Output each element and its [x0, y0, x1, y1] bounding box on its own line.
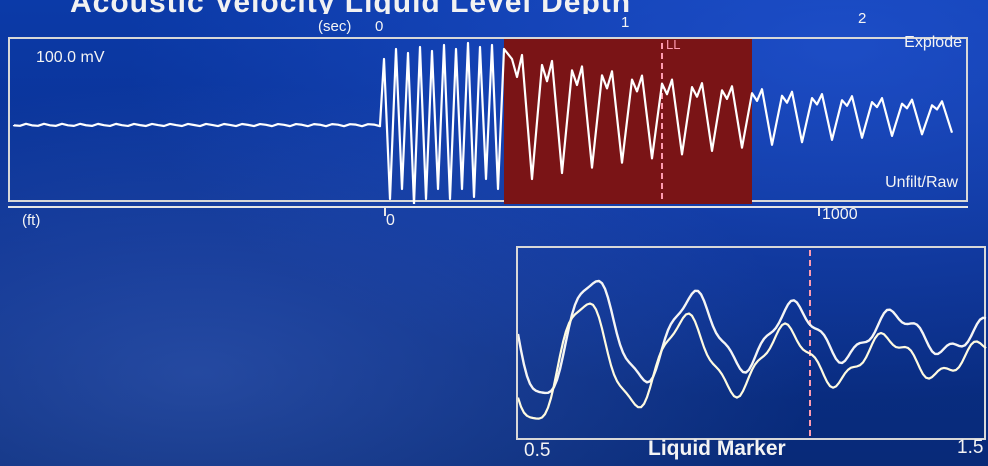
- liquid-level-marker-label: LL: [666, 37, 681, 52]
- time-tick-0: 0: [375, 18, 384, 35]
- trace-plot: [12, 39, 954, 204]
- depth-tick-mark-0: [384, 206, 386, 216]
- zoom-trace-filtered: [518, 279, 987, 395]
- depth-axis-line: [8, 206, 968, 208]
- time-unit-label: (sec): [318, 18, 352, 35]
- zoom-start-label: 0.5: [524, 440, 551, 461]
- zoom-plot: [518, 250, 987, 440]
- depth-tick-1000: 1000: [822, 206, 858, 223]
- zoom-trace-raw: [518, 302, 987, 420]
- acoustic-trace-panel[interactable]: 100.0 mV LL Explode Unfilt/Raw: [8, 34, 968, 204]
- time-tick-2: 2: [858, 10, 867, 27]
- shot-type-label: Explode: [904, 34, 962, 51]
- raw-acoustic-trace: [12, 41, 954, 204]
- liquid-marker-label[interactable]: Liquid Marker: [648, 437, 786, 460]
- depth-tick-mark-1000: [818, 206, 820, 216]
- liquid-level-zoom-panel[interactable]: [516, 246, 987, 440]
- time-tick-1: 1: [621, 14, 630, 31]
- trace-scale-label: 100.0 mV: [36, 49, 105, 66]
- zoom-end-label: 1.5: [957, 437, 984, 458]
- depth-tick-0: 0: [386, 212, 395, 229]
- filter-mode-label: Unfilt/Raw: [885, 174, 958, 191]
- screen-title: Acoustic Velocity Liquid Level Depth: [70, 0, 890, 14]
- depth-unit-label: (ft): [22, 212, 41, 229]
